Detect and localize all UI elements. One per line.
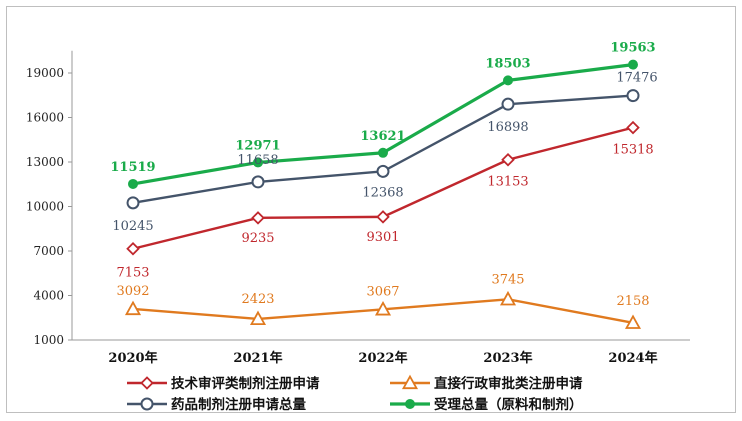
data-point <box>124 300 142 316</box>
data-point <box>499 290 517 306</box>
data-point <box>251 175 265 189</box>
y-tick-label: 7000 <box>33 244 64 258</box>
data-point <box>376 210 390 224</box>
x-tick-label: 2021年 <box>233 350 282 366</box>
legend-marker <box>140 376 154 390</box>
data-point <box>251 211 265 225</box>
data-label: 3067 <box>366 284 399 299</box>
data-point <box>503 75 513 86</box>
data-label: 15318 <box>612 143 653 158</box>
x-tick-label: 2024年 <box>608 350 657 366</box>
chart-frame <box>6 6 736 413</box>
legend-marker <box>405 399 415 409</box>
legend-marker <box>401 374 419 390</box>
data-label: 19563 <box>610 41 655 56</box>
data-label: 12971 <box>235 138 280 153</box>
data-point <box>374 300 392 316</box>
y-tick-label: 10000 <box>26 200 64 214</box>
y-tick-label: 16000 <box>26 111 64 125</box>
data-point <box>626 120 640 135</box>
legend-label: 药品制剂注册申请总量 <box>171 396 306 413</box>
data-point <box>376 164 390 178</box>
x-tick-label: 2020年 <box>108 350 157 366</box>
data-label: 10245 <box>112 219 153 234</box>
x-tick-label: 2022年 <box>358 350 407 366</box>
data-point <box>624 314 642 329</box>
data-point <box>626 89 640 103</box>
data-point <box>501 152 515 167</box>
data-point <box>128 178 138 189</box>
data-label: 2423 <box>241 292 274 307</box>
data-label: 12368 <box>362 185 403 200</box>
legend-label: 技术审评类制剂注册申请 <box>171 375 320 392</box>
data-label: 7153 <box>116 266 149 281</box>
data-point <box>249 310 267 325</box>
data-point <box>253 157 263 168</box>
data-label: 9235 <box>241 231 274 246</box>
y-tick-label: 19000 <box>26 66 64 80</box>
legend-label: 直接行政审批类注册申请 <box>434 375 583 392</box>
y-tick-label: 4000 <box>33 289 64 303</box>
data-label: 9301 <box>366 230 399 245</box>
x-tick-label: 2023年 <box>483 350 532 366</box>
data-point <box>628 59 638 70</box>
y-tick-label: 1000 <box>33 333 64 347</box>
data-label: 13153 <box>487 175 528 190</box>
data-label: 2158 <box>616 294 649 309</box>
legend-label: 受理总量（原料和制剂） <box>434 396 583 413</box>
data-label: 18503 <box>485 56 530 71</box>
data-point <box>126 241 140 256</box>
y-tick-label: 13000 <box>26 155 64 169</box>
legend-marker <box>140 397 154 411</box>
data-label: 16898 <box>487 120 528 135</box>
data-label: 3092 <box>116 284 149 299</box>
data-label: 11519 <box>110 160 155 175</box>
data-label: 11658 <box>237 153 278 168</box>
data-label: 3745 <box>491 272 524 287</box>
data-label: 17476 <box>616 71 657 86</box>
data-point <box>126 196 140 210</box>
data-label: 13621 <box>360 129 405 144</box>
data-point <box>501 97 515 111</box>
data-point <box>378 147 388 158</box>
